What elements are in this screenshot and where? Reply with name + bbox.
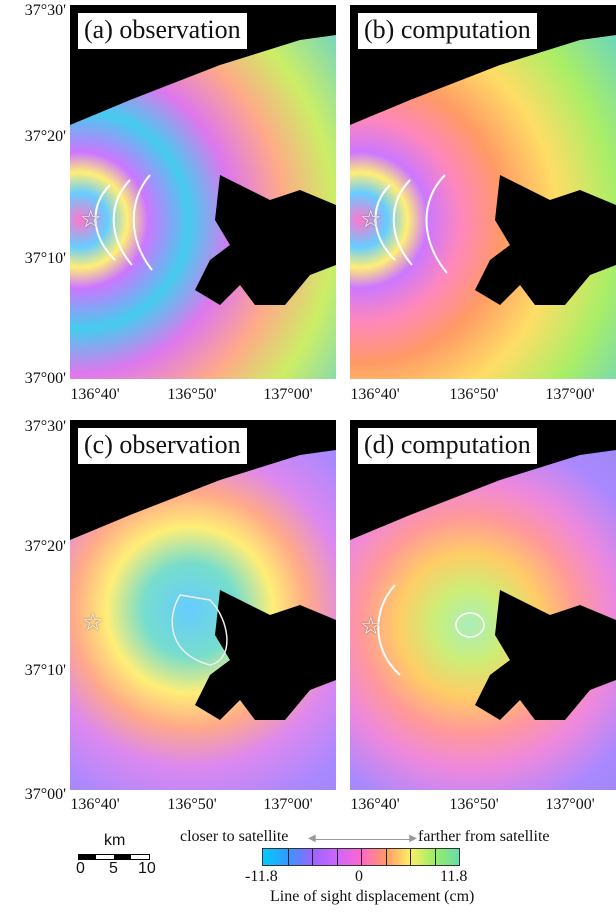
color-scale-tick <box>434 849 436 865</box>
lat-label-37-30-top: 37°30' <box>24 2 66 19</box>
legend-closer-label: closer to satellite <box>180 828 289 845</box>
lon-label-137-00-c: 137°00' <box>263 796 313 813</box>
lon-label-137-00-b: 137°00' <box>545 386 595 403</box>
scale-bar-line <box>78 854 150 860</box>
panel-d-title: (d) computation <box>358 428 537 464</box>
lon-label-136-40-c: 136°40' <box>70 796 120 813</box>
panel-a-map <box>70 35 336 379</box>
lon-label-136-50-a: 136°50' <box>167 386 217 403</box>
epicenter-star-icon: ☆ <box>82 610 104 636</box>
scale-bar: km 0 5 10 <box>74 832 164 882</box>
arrow-left-icon: ◀ <box>308 833 316 844</box>
panel-d-map <box>350 450 616 790</box>
lon-label-136-50-d: 136°50' <box>449 796 499 813</box>
lon-label-136-40-d: 136°40' <box>350 796 400 813</box>
lon-label-136-50-b: 136°50' <box>449 386 499 403</box>
lat-label-37-30-bottom: 37°30' <box>24 418 66 435</box>
panel-b-map <box>350 35 616 379</box>
color-scale-tick <box>385 849 387 865</box>
scale-bar-unit: km <box>104 832 126 849</box>
legend-caption: Line of sight displacement (cm) <box>270 888 475 905</box>
panel-a-observation: (a) observation ☆ <box>70 5 336 379</box>
scale-tick-10: 10 <box>138 860 156 877</box>
lon-label-137-00-a: 137°00' <box>263 386 313 403</box>
lat-label-37-20-top: 37°20' <box>24 128 66 145</box>
legend-max-label: 11.8 <box>440 868 468 885</box>
color-scale-tick <box>336 849 338 865</box>
scale-tick-5: 5 <box>109 860 118 877</box>
panel-d-computation: (d) computation ☆ <box>350 420 616 790</box>
panel-a-title: (a) observation <box>78 13 247 49</box>
panel-c-title: (c) observation <box>78 428 247 464</box>
panel-b-computation: (b) computation ☆ <box>350 5 616 379</box>
lon-label-136-50-c: 136°50' <box>167 796 217 813</box>
color-scale-tick <box>287 849 289 865</box>
legend-min-label: -11.8 <box>245 868 278 885</box>
legend-zero-label: 0 <box>355 868 363 885</box>
lon-label-136-40-a: 136°40' <box>70 386 120 403</box>
lat-label-37-00-bottom: 37°00' <box>24 786 66 803</box>
panel-c-observation: (c) observation ☆ <box>70 420 336 790</box>
arrow-right-icon: ▶ <box>409 833 417 844</box>
panel-c-map <box>70 450 336 790</box>
panel-b-title: (b) computation <box>358 13 537 49</box>
legend-farther-label: farther from satellite <box>418 828 550 845</box>
scale-tick-0: 0 <box>76 860 85 877</box>
color-scale-tick <box>312 849 313 865</box>
epicenter-star-icon: ☆ <box>360 614 382 640</box>
color-scale-tick <box>410 849 411 865</box>
lon-label-136-40-b: 136°40' <box>350 386 400 403</box>
color-scale-bar <box>262 848 460 866</box>
lat-label-37-10-top: 37°10' <box>24 250 66 267</box>
color-scale-tick <box>361 849 362 865</box>
lon-label-137-00-d: 137°00' <box>545 796 595 813</box>
legend-arrow: ◀ ▶ <box>308 833 417 844</box>
lat-label-37-10-bottom: 37°10' <box>24 662 66 679</box>
lat-label-37-00-top: 37°00' <box>24 370 66 387</box>
epicenter-star-icon: ☆ <box>360 207 382 233</box>
lat-label-37-20-bottom: 37°20' <box>24 538 66 555</box>
epicenter-star-icon: ☆ <box>80 207 102 233</box>
